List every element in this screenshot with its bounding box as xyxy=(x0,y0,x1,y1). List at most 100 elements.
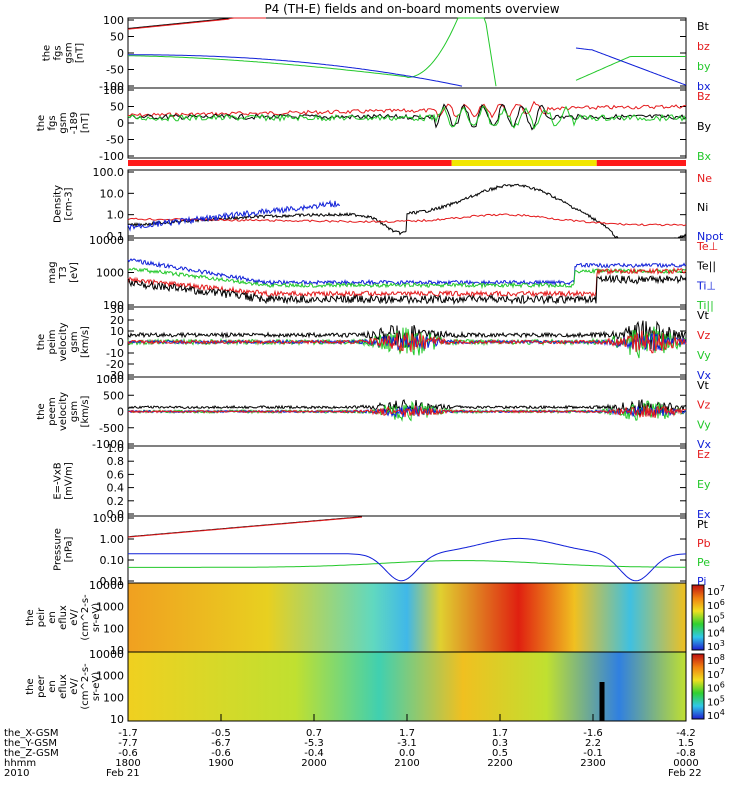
y-axis-label: the fgs gsm [nT] xyxy=(42,42,86,63)
x-tick-label: -3.1 xyxy=(397,738,417,749)
x-tick-label: 1800 xyxy=(115,758,140,769)
time-row-label: hhmm xyxy=(4,758,36,769)
series-by xyxy=(128,17,497,87)
y-label-line: T3 xyxy=(58,266,69,279)
legend-item: Pi xyxy=(697,575,706,588)
y-label-line: en xyxy=(47,611,58,624)
y-label-line: [mV/m] xyxy=(64,462,75,500)
y-tick-label: 100 xyxy=(103,14,124,27)
y-tick-label: -100 xyxy=(99,150,124,163)
y-label-line: peer xyxy=(36,674,47,698)
y-label-line: en xyxy=(47,680,58,693)
series-npot xyxy=(127,199,341,232)
time-row-label: the_Y-GSM xyxy=(4,738,57,749)
y-tick-label: 0.1 xyxy=(107,230,125,243)
x-tick-label: -1.7 xyxy=(118,728,138,739)
legend-item: Bx xyxy=(697,150,712,163)
panel-efield: 1.00.80.60.40.20.0 E=-VxB [mV/m] Ez Ey Ex xyxy=(53,442,711,521)
series-ne xyxy=(127,213,687,227)
x-tick-label: 0.7 xyxy=(306,728,322,739)
x-tick-label: 0.5 xyxy=(492,748,508,759)
series-bx xyxy=(128,54,463,87)
y-tick-label: 1000 xyxy=(96,601,124,614)
x-tick-label: -7.7 xyxy=(118,738,138,749)
colorbar-tick-label: 105 xyxy=(707,612,725,626)
y-tick-label: 1.00 xyxy=(100,533,125,546)
y-tick-label: 0.4 xyxy=(107,482,125,495)
y-tick-label: 1000 xyxy=(96,670,124,683)
legend-item: bx xyxy=(697,80,711,93)
mode-bar-slow-2 xyxy=(596,160,686,166)
series-vz xyxy=(127,330,687,354)
x-tick-label: -6.7 xyxy=(211,738,231,749)
x-tick-label: -0.6 xyxy=(118,748,138,759)
y-tick-label: 0.01 xyxy=(100,575,125,588)
y-label-line: Density xyxy=(53,185,64,223)
time-row-label: 2010 xyxy=(4,768,29,779)
y-label-line: the xyxy=(36,403,47,419)
legend-item: Ne xyxy=(697,172,712,185)
legend-item: Te|| xyxy=(696,260,716,273)
y-label-line: [cm-3] xyxy=(64,187,75,220)
y-label-line: the xyxy=(25,609,36,625)
y-label-line: fgs xyxy=(47,115,58,130)
y-tick-label: -30 xyxy=(106,369,124,382)
y-tick-label: 0.8 xyxy=(107,455,125,468)
y-tick-label: -100 xyxy=(99,80,124,93)
y-label-line: peem xyxy=(47,397,58,425)
y-axis-label: the peir en eflux eV/(cm^2-s-sr-eV) xyxy=(25,594,102,641)
series-bx xyxy=(575,47,687,86)
series-pi xyxy=(128,537,687,582)
x-tick-label: 2.2 xyxy=(585,738,601,749)
y-tick-label: 0.6 xyxy=(107,468,125,481)
legend-item: Te⊥ xyxy=(696,240,718,253)
x-tick-label: 1.5 xyxy=(678,738,694,749)
y-label-line: the xyxy=(36,115,47,131)
legend-item: Ez xyxy=(697,448,710,461)
y-label-line: the xyxy=(36,334,47,350)
y-tick-label: 30 xyxy=(110,303,124,316)
y-tick-label: 10000 xyxy=(89,648,124,661)
y-tick-label: 100 xyxy=(103,622,124,635)
x-tick-label: -4.2 xyxy=(676,728,696,739)
y-label-line: velocity xyxy=(58,322,69,361)
legend-item: Vx xyxy=(697,438,712,451)
y-label-line: Pressure xyxy=(53,528,64,571)
x-tick-label: -5.3 xyxy=(304,738,324,749)
y-tick-label: 20 xyxy=(110,314,124,327)
data-gap xyxy=(599,682,605,721)
y-label-line: (cm^2-s- xyxy=(80,594,91,641)
y-tick-label: 100 xyxy=(103,84,124,97)
series-bz2 xyxy=(127,100,686,119)
series-vy xyxy=(127,326,687,359)
y-label-line: eflux xyxy=(58,605,69,630)
panel-pressure: 10.00 1.00 0.10 0.01 Pressure [nPa] Pt Pb Pe Pi xyxy=(53,512,711,588)
x-tick-label: 2300 xyxy=(580,758,605,769)
y-label-line: gsm xyxy=(69,401,80,422)
y-tick-label: 50 xyxy=(110,101,124,114)
y-label-line: [nT] xyxy=(75,43,86,63)
y-label-line: sr-eV) xyxy=(91,672,102,701)
y-label-line: peir xyxy=(36,607,47,627)
y-tick-label: 1000 xyxy=(96,267,124,280)
legend-item: Ti|| xyxy=(696,299,714,312)
y-tick-label: 0 xyxy=(117,117,124,130)
y-tick-label: 1.0 xyxy=(107,442,125,455)
series-pe xyxy=(128,560,687,568)
panel-frame xyxy=(127,169,687,239)
legend-item: Ex xyxy=(697,508,711,521)
legend-item: Vy xyxy=(697,349,711,362)
y-axis-label: the peem velocity gsm [km/s] xyxy=(36,392,91,431)
y-label-line: velocity xyxy=(58,392,69,431)
time-row-label: the_Z-GSM xyxy=(4,748,59,759)
panel-peer_spec: 10000 1000 100 10 the peer en eflux eV/(cm^2-s-s… xyxy=(25,648,725,726)
y-tick-label: 10.0 xyxy=(100,187,125,200)
y-tick-label: -50 xyxy=(106,64,124,77)
y-tick-label: 100 xyxy=(103,299,124,312)
panel-temperature: 10000 1000 100 mag T3 [eV] Te⊥ Te|| Ti⊥ Ti|| xyxy=(47,234,718,312)
series-bz xyxy=(127,17,266,30)
y-tick-label: 500 xyxy=(103,389,124,402)
y-label-line: sr-eV) xyxy=(91,603,102,632)
y-tick-label: 0 xyxy=(117,406,124,419)
series-vx xyxy=(127,405,687,419)
